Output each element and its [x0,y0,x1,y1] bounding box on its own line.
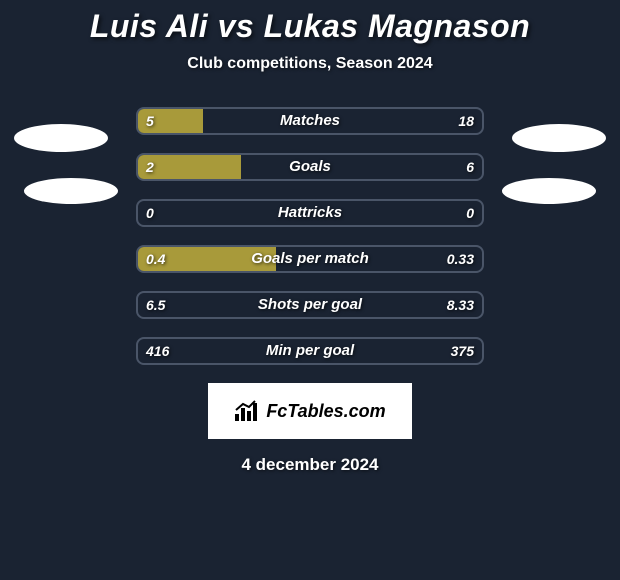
stat-left-value: 6.5 [146,291,165,319]
stat-row-goals: 2 Goals 6 [136,153,484,181]
bar-track [136,153,484,181]
stat-right-value: 0 [466,199,474,227]
stat-row-goals-per-match: 0.4 Goals per match 0.33 [136,245,484,273]
stat-row-min-per-goal: 416 Min per goal 375 [136,337,484,365]
stats-bars: 5 Matches 18 2 Goals 6 0 Hattricks 0 [0,107,620,365]
bar-track [136,291,484,319]
branding-badge: FcTables.com [208,383,412,439]
bar-track [136,199,484,227]
bar-track [136,337,484,365]
stat-row-matches: 5 Matches 18 [136,107,484,135]
comparison-infographic: Luis Ali vs Lukas Magnason Club competit… [0,0,620,580]
stat-right-value: 8.33 [447,291,474,319]
subtitle: Club competitions, Season 2024 [0,55,620,73]
branding-inner: FcTables.com [234,400,385,422]
stat-left-value: 0.4 [146,245,165,273]
page-title: Luis Ali vs Lukas Magnason [0,8,620,45]
stat-left-value: 2 [146,153,154,181]
branding-text: FcTables.com [266,401,385,422]
bar-track [136,107,484,135]
bars-icon [234,400,260,422]
bar-track [136,245,484,273]
date-label: 4 december 2024 [0,455,620,475]
stat-left-value: 0 [146,199,154,227]
stat-row-hattricks: 0 Hattricks 0 [136,199,484,227]
stat-row-shots-per-goal: 6.5 Shots per goal 8.33 [136,291,484,319]
stat-right-value: 0.33 [447,245,474,273]
stat-left-value: 5 [146,107,154,135]
stat-right-value: 6 [466,153,474,181]
stat-left-value: 416 [146,337,169,365]
stat-right-value: 375 [451,337,474,365]
stat-right-value: 18 [458,107,474,135]
